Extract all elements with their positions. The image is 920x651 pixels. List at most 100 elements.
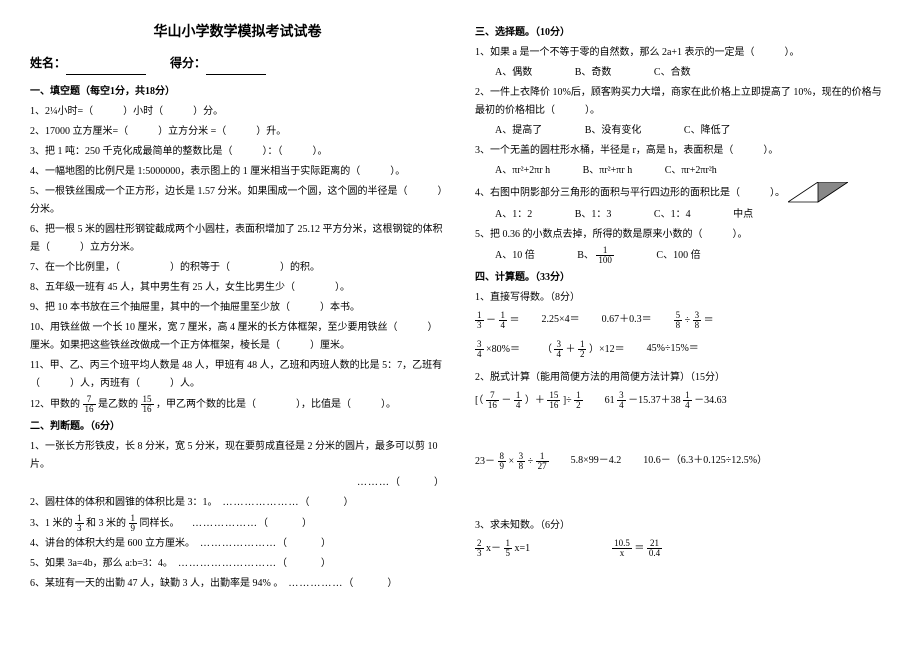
q3-4: 4、右图中阴影部分三角形的面积与平行四边形的面积比是（ ）。 xyxy=(475,182,890,204)
c6: （ 34 ＋ 12 ）×12＝ xyxy=(542,340,625,359)
q3-1-opts: A、偶数 B、奇数 C、合数 xyxy=(475,64,890,82)
q2-5-tail: ………………………（ ） xyxy=(178,558,332,569)
calc-row-1: 13 － 14 ＝ 2.25×4＝ 0.67＋0.3＝ 58 ÷ 38 ＝ xyxy=(475,311,890,330)
q1-12c: ，甲乙两个数的比是（ ），比值是（ ）。 xyxy=(156,399,396,410)
frac-1-3: 13 xyxy=(75,514,84,533)
frac-15-16: 1516 xyxy=(141,395,154,414)
q2-2-tail: …………………（ ） xyxy=(223,497,355,508)
q2-5-text: 5、如果 3a=4b，那么 a:b=3：4。 xyxy=(30,558,168,569)
section4-header: 四、计算题。（33分） xyxy=(475,269,890,287)
right-column: 三、选择题。（10分） 1、如果 a 是一个不等于零的自然数，那么 2a+1 表… xyxy=(475,20,890,595)
c1: 13 － 14 ＝ xyxy=(475,311,520,330)
q3-5c: C、100 倍 xyxy=(656,250,700,261)
q3-1b: B、奇数 xyxy=(575,67,612,78)
sec4-sub3: 3、求未知数。（6分） xyxy=(475,517,890,535)
q3-5a: A、10 倍 xyxy=(495,250,535,261)
q2-2-text: 2、圆柱体的体积和圆锥的体积比是 3：1。 xyxy=(30,497,213,508)
c2: 2.25×4＝ xyxy=(542,311,580,330)
section2-header: 二、判断题。（6分） xyxy=(30,418,445,436)
name-blank xyxy=(66,60,146,75)
q2-3c: 同样长。 xyxy=(140,518,180,529)
q3-1c: C、合数 xyxy=(654,67,691,78)
q3-4d: 中点 xyxy=(733,209,753,220)
q1-1: 1、2¼小时=（ ）小时（ ）分。 xyxy=(30,103,445,121)
q1-3: 3、把 1 吨：250 千克化成最简单的整数比是（ ）：（ ）。 xyxy=(30,143,445,161)
exam-title: 华山小学数学模拟考试试卷 xyxy=(30,20,445,45)
q3-2: 2、一件上衣降价 10%后，顾客购买力大增，商家在此价格上立即提高了 10%，现… xyxy=(475,84,890,120)
calc-row-3: [（ 716 － 14 ）＋ 1516 ]÷ 12 61 34 －15.37＋3… xyxy=(475,391,890,410)
q3-2c: C、降低了 xyxy=(684,125,731,136)
q1-10: 10、用铁丝做 一个长 10 厘米，宽 7 厘米，高 4 厘米的长方体框架，至少… xyxy=(30,319,445,355)
q2-4-tail: …………………（ ） xyxy=(200,538,332,549)
name-label: 姓名： xyxy=(30,56,66,70)
q2-4-text: 4、讲台的体积大约是 600 立方厘米。 xyxy=(30,538,190,549)
q2-6: 6、某班有一天的出勤 47 人，缺勤 3 人，出勤率是 94% 。 ……………（… xyxy=(30,575,445,593)
q1-2: 2、17000 立方厘米=（ ）立方分米 =（ ）升。 xyxy=(30,123,445,141)
q1-12b: 是乙数的 xyxy=(98,399,138,410)
section1-header: 一、填空题（每空1分，共18分） xyxy=(30,83,445,101)
q2-6-tail: ……………（ ） xyxy=(288,578,398,589)
frac-1-9: 19 xyxy=(129,514,138,533)
q3-5-opts: A、10 倍 B、 1100 C、100 倍 xyxy=(475,246,890,265)
q2-3-tail: ………………（ ） xyxy=(192,518,313,529)
q3-4-opts: A、1：2 B、1：3 C、1：4 中点 xyxy=(475,206,890,224)
c4: 58 ÷ 38 ＝ xyxy=(674,311,714,330)
q2-5: 5、如果 3a=4b，那么 a:b=3：4。 ………………………（ ） xyxy=(30,555,445,573)
e2: 61 34 －15.37＋38 14 －34.63 xyxy=(605,391,727,410)
e4: 5.8×99－4.2 xyxy=(571,452,622,471)
e5: 10.6－（6.3＋0.125÷12.5%） xyxy=(643,452,767,471)
q3-3: 3、一个无盖的圆柱形水桶，半径是 r，高是 h，表面积是（ ）。 xyxy=(475,142,890,160)
q2-2: 2、圆柱体的体积和圆锥的体积比是 3：1。 …………………（ ） xyxy=(30,494,445,512)
q3-3b: B、πr²+πr h xyxy=(583,165,633,176)
q1-9: 9、把 10 本书放在三个抽屉里，其中的一个抽屉里至少放（ ）本书。 xyxy=(30,299,445,317)
q1-7: 7、在一个比例里，（ ）的积等于（ ）的积。 xyxy=(30,259,445,277)
q2-3b: 和 3 米的 xyxy=(86,518,126,529)
eq1: 23 x－ 15 x=1 xyxy=(475,539,530,558)
q3-4c: C、1：4 xyxy=(654,209,691,220)
calc-row-2: 34 ×80%＝ （ 34 ＋ 12 ）×12＝ 45%÷15%＝ xyxy=(475,340,890,359)
sec4-sub2: 2、脱式计算（能用简便方法的用简便方法计算）（15分） xyxy=(475,369,890,387)
sec4-sub1: 1、直接写得数。（8分） xyxy=(475,289,890,307)
q1-8: 8、五年级一班有 45 人，其中男生有 25 人，女生比男生少（ ）。 xyxy=(30,279,445,297)
q1-4: 4、一幅地图的比例尺是 1:5000000，表示图上的 1 厘米相当于实际距离的… xyxy=(30,163,445,181)
q3-2a: A、提高了 xyxy=(495,125,542,136)
q1-5: 5、一根铁丝围成一个正方形，边长是 1.57 分米。如果围成一个圆，这个圆的半径… xyxy=(30,183,445,219)
score-blank xyxy=(206,60,266,75)
q3-5b: B、 xyxy=(577,250,594,261)
q3-2-opts: A、提高了 B、没有变化 C、降低了 xyxy=(475,122,890,140)
left-column: 华山小学数学模拟考试试卷 姓名： 得分： 一、填空题（每空1分，共18分） 1、… xyxy=(30,20,445,595)
frac-7-16: 716 xyxy=(83,395,96,414)
q2-6-text: 6、某班有一天的出勤 47 人，缺勤 3 人，出勤率是 94% 。 xyxy=(30,578,278,589)
q3-4b: B、1：3 xyxy=(575,209,612,220)
q2-1-text: 1、一张长方形铁皮，长 8 分米，宽 5 分米，现在要剪成直径是 2 分米的圆片… xyxy=(30,441,438,470)
q3-3c: C、πr+2πr²h xyxy=(665,165,717,176)
q2-3a: 3、1 米的 xyxy=(30,518,73,529)
e3: 23－ 89 × 38 ÷ 127 xyxy=(475,452,549,471)
c5: 34 ×80%＝ xyxy=(475,340,520,359)
e1: [（ 716 － 14 ）＋ 1516 ]÷ 12 xyxy=(475,391,583,410)
q2-1-tail: ………（ ） xyxy=(30,474,445,492)
q3-3-opts: A、πr²+2πr h B、πr²+πr h C、πr+2πr²h xyxy=(475,162,890,180)
q2-3: 3、1 米的 13 和 3 米的 19 同样长。 ………………（ ） xyxy=(30,514,445,533)
q3-4-text: 4、右图中阴影部分三角形的面积与平行四边形的面积比是（ ）。 xyxy=(475,187,785,198)
q3-4a: A、1：2 xyxy=(495,209,532,220)
q1-12: 12、甲数的 716 是乙数的 1516 ，甲乙两个数的比是（ ），比值是（ ）… xyxy=(30,395,445,414)
frac-1-100: 1100 xyxy=(596,246,614,265)
q1-12a: 12、甲数的 xyxy=(30,399,80,410)
calc-row-4: 23－ 89 × 38 ÷ 127 5.8×99－4.2 10.6－（6.3＋0… xyxy=(475,452,890,471)
header-line: 姓名： 得分： xyxy=(30,53,445,75)
calc-row-5: 23 x－ 15 x=1 10.5x ＝ 210.4 xyxy=(475,539,890,558)
q2-1: 1、一张长方形铁皮，长 8 分米，宽 5 分米，现在要剪成直径是 2 分米的圆片… xyxy=(30,438,445,492)
section3-header: 三、选择题。（10分） xyxy=(475,24,890,42)
triangle-figure xyxy=(788,182,848,204)
q1-6: 6、把一根 5 米的圆柱形钢锭截成两个小圆柱，表面积增加了 25.12 平方分米… xyxy=(30,221,445,257)
q3-1: 1、如果 a 是一个不等于零的自然数，那么 2a+1 表示的一定是（ ）。 xyxy=(475,44,890,62)
score-label: 得分： xyxy=(170,56,206,70)
c3: 0.67＋0.3＝ xyxy=(602,311,652,330)
q2-4: 4、讲台的体积大约是 600 立方厘米。 …………………（ ） xyxy=(30,535,445,553)
c7: 45%÷15%＝ xyxy=(647,340,699,359)
q1-11: 11、甲、乙、丙三个班平均人数是 48 人，甲班有 48 人，乙班和丙班人数的比… xyxy=(30,357,445,393)
q3-2b: B、没有变化 xyxy=(585,125,642,136)
q3-1a: A、偶数 xyxy=(495,67,532,78)
q3-5: 5、把 0.36 的小数点去掉，所得的数是原来小数的（ ）。 xyxy=(475,226,890,244)
